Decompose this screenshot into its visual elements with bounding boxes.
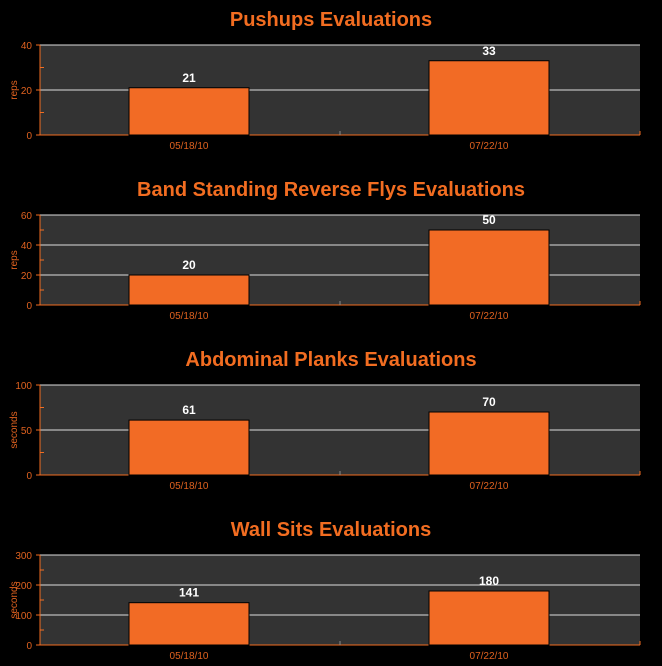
y-axis-label: reps [9, 80, 20, 99]
x-tick-label: 07/22/10 [470, 311, 509, 322]
y-tick-label: 0 [26, 641, 32, 652]
chart-4: Wall Sits Evaluations 0 100 200 300 seconds 14… [9, 519, 641, 662]
y-tick-label: 60 [21, 211, 33, 222]
x-tick-label: 05/18/10 [170, 651, 209, 662]
x-tick-label: 05/18/10 [170, 311, 209, 322]
bar [428, 60, 550, 136]
chart-title: Band Standing Reverse Flys Evaluations [137, 179, 525, 201]
bar-value-label: 61 [182, 403, 196, 417]
chart-title: Pushups Evaluations [230, 9, 432, 31]
y-tick-label: 100 [15, 611, 32, 622]
y-tick-label: 0 [26, 301, 32, 312]
bar [128, 419, 250, 476]
x-tick-label: 07/22/10 [470, 651, 509, 662]
y-tick-label: 20 [21, 86, 33, 97]
y-tick-label: 0 [26, 131, 32, 142]
y-tick-label: 50 [21, 426, 33, 437]
bar [128, 602, 250, 646]
bar [428, 411, 550, 476]
x-tick-label: 05/18/10 [170, 141, 209, 152]
x-tick-label: 07/22/10 [470, 141, 509, 152]
y-tick-label: 300 [15, 551, 32, 562]
bar-value-label: 141 [179, 586, 199, 600]
x-tick-label: 05/18/10 [170, 481, 209, 492]
y-tick-label: 200 [15, 581, 32, 592]
bar-value-label: 180 [479, 574, 499, 588]
y-axis-label: seconds [9, 411, 20, 448]
bar [428, 229, 550, 306]
x-tick-label: 07/22/10 [470, 481, 509, 492]
bar-value-label: 33 [482, 44, 496, 58]
bar-value-label: 20 [182, 258, 196, 272]
bar [428, 590, 550, 646]
chart-title: Abdominal Planks Evaluations [185, 349, 476, 371]
y-tick-label: 0 [26, 471, 32, 482]
y-tick-label: 20 [21, 271, 33, 282]
chart-title: Wall Sits Evaluations [231, 519, 431, 541]
chart-2: Band Standing Reverse Flys Evaluations 0 2… [9, 179, 641, 322]
y-axis-label: reps [9, 250, 20, 269]
chart-1: Pushups Evaluations 0 20 40 reps 21 05/18/10 33… [9, 9, 641, 152]
bar [128, 87, 250, 136]
y-tick-label: 40 [21, 41, 33, 52]
bar-value-label: 50 [482, 213, 496, 227]
bar-value-label: 70 [482, 395, 496, 409]
y-axis-label: seconds [9, 581, 20, 618]
chart-3: Abdominal Planks Evaluations 0 50 100 second… [9, 349, 641, 492]
bar-value-label: 21 [182, 71, 196, 85]
y-tick-label: 100 [15, 381, 32, 392]
bar [128, 274, 250, 306]
y-tick-label: 40 [21, 241, 33, 252]
